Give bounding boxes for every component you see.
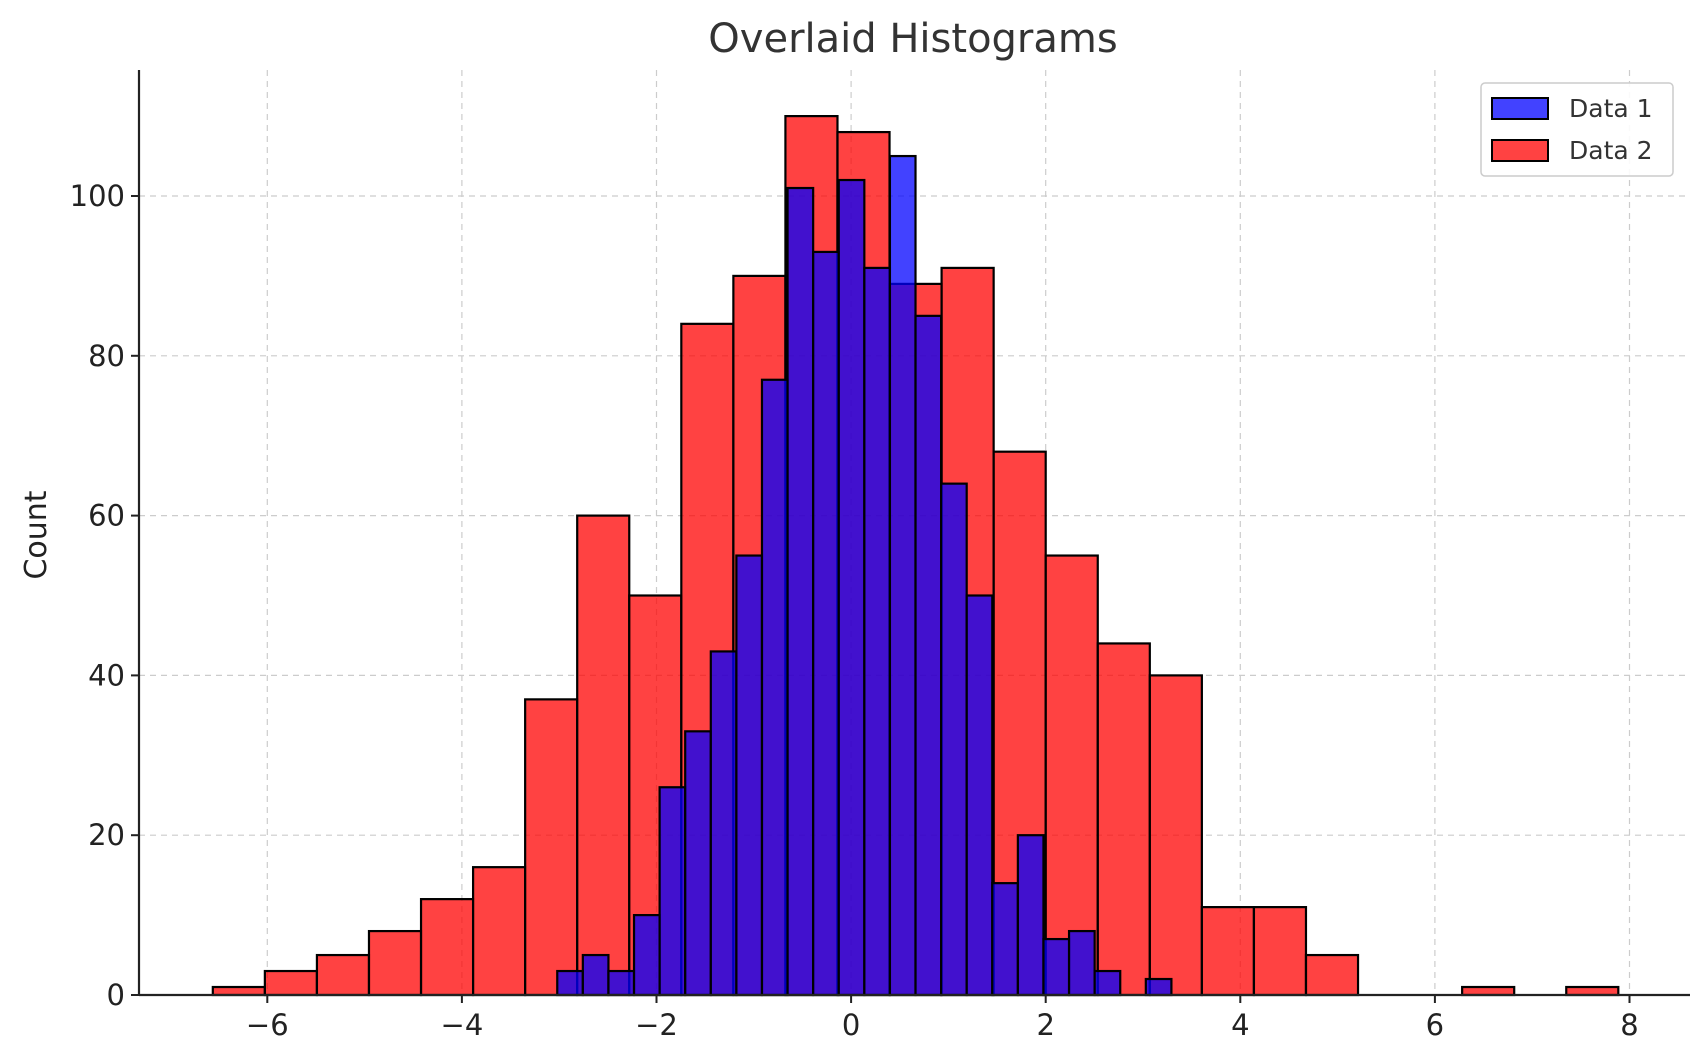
data-1-bar [812,250,840,997]
data-2-bar [1565,985,1620,997]
chart-title: Overlaid Histograms [708,16,1117,62]
data-2-bar [1148,674,1203,997]
data-2-bar [419,898,475,997]
data-2-bar [471,866,527,997]
x-tick-label: 0 [842,1008,860,1042]
data-2-bar [211,985,266,997]
y-tick-label: 60 [88,499,125,533]
data-1-bar [709,650,738,997]
data-1-bars [556,154,1173,997]
data-1-bar [1144,977,1173,997]
x-tick-label: 6 [1426,1008,1444,1042]
y-tick-label: 0 [107,978,125,1012]
y-tick-label: 20 [88,818,125,852]
data-1-bar [1093,969,1122,997]
data-2-bar [367,929,423,997]
data-2-bar [1200,906,1256,997]
axes [137,70,1690,997]
data-1-bar [607,969,636,997]
data-1-bar [1016,834,1045,997]
data-1-bar [914,314,943,997]
data-1-bar [760,378,789,997]
x-tick-label: −2 [635,1008,678,1042]
data-1-bar [1067,929,1096,997]
data-2-bar [1461,985,1516,997]
data-2-bar [1044,554,1099,997]
x-tick-label: 2 [1036,1008,1054,1042]
data-1-bar [863,266,892,997]
data-1-bar [581,953,610,997]
x-tick-label: 4 [1231,1008,1249,1042]
data-2-bar [1096,642,1151,997]
data-1-bar [556,969,584,997]
data-1-bar [940,482,968,997]
y-tick-label: 40 [88,658,125,692]
data-2-bar [263,969,319,997]
data-1-bar [786,186,815,997]
data-1-bar [735,554,764,997]
y-tick-label: 80 [88,339,125,373]
legend: Data 1 Data 2 [1480,82,1674,177]
x-tick-label: −4 [441,1008,484,1042]
data-1-bar [965,594,994,997]
legend-swatch-data-1 [1491,97,1549,120]
x-tick-label: 8 [1620,1008,1638,1042]
data-1-bar [632,913,661,997]
y-tick-label: 100 [70,179,125,213]
data-1-bar [684,730,712,997]
data-1-bar [658,786,687,997]
data-2-bar [315,953,371,997]
data-2-bar [524,698,579,997]
data-2-bar [576,514,631,997]
data-1-bar [888,154,917,997]
data-1-bar [837,178,866,997]
legend-swatch-data-2 [1491,139,1549,162]
data-1-bar [991,882,1019,997]
data-1-bar [1042,937,1071,997]
legend-label-data-2: Data 2 [1569,136,1653,165]
y-axis-label: Count [19,490,54,579]
data-2-bar [1304,953,1360,997]
legend-label-data-1: Data 1 [1569,94,1653,123]
x-tick-label: −6 [246,1008,289,1042]
data-2-bar [1252,906,1308,997]
